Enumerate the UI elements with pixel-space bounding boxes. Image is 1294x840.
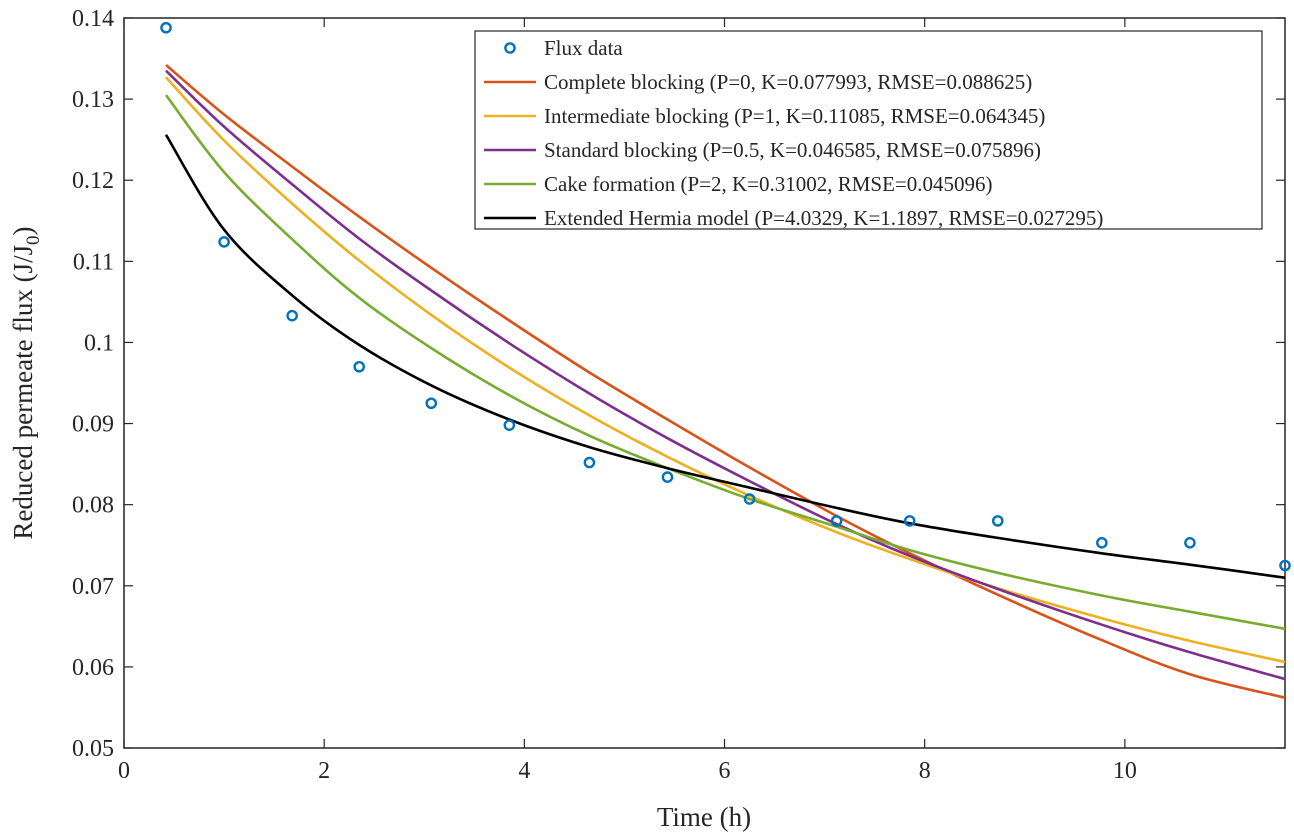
- y-tick-label: 0.14: [72, 6, 114, 32]
- y-tick-label: 0.13: [72, 87, 114, 113]
- scatter-layer: [160, 21, 1291, 572]
- x-tick-label: 6: [719, 758, 731, 784]
- x-axis-label: Time (h): [657, 802, 751, 832]
- x-tick-label: 10: [1113, 758, 1137, 784]
- x-tick-label: 0: [118, 758, 130, 784]
- y-tick-label: 0.1: [84, 330, 114, 356]
- y-axis: 0.05 0.06 0.07 0.08 0.09 0.1 0.11 0.12 0.13 0.14: [72, 6, 1285, 762]
- legend-marker-flux-data: [504, 42, 516, 54]
- series-line-0: [165, 64, 1286, 699]
- y-tick-label: 0.08: [72, 493, 114, 519]
- legend: Flux data Complete blocking (P=0, K=0.077…: [474, 30, 1263, 230]
- flux-data-point: [743, 493, 756, 505]
- y-tick-label: 0.06: [72, 655, 114, 681]
- y-tick-label: 0.12: [72, 168, 114, 194]
- legend-label: Complete blocking (P=0, K=0.077993, RMSE…: [544, 70, 1032, 94]
- y-axis-label-subscript: 0: [23, 235, 44, 245]
- y-tick-label: 0.11: [73, 249, 114, 275]
- legend-label: Flux data: [544, 36, 623, 60]
- series-line-4: [164, 134, 1286, 579]
- flux-data-point: [903, 515, 916, 527]
- legend-label: Standard blocking (P=0.5, K=0.046585, RM…: [544, 138, 1041, 162]
- x-axis: 0 2 4 6 8 10: [118, 18, 1137, 784]
- flux-data-point: [425, 397, 438, 410]
- y-axis-label-close: ): [8, 226, 38, 235]
- x-tick-label: 2: [318, 758, 330, 784]
- flux-data-point: [1096, 536, 1108, 549]
- flux-data-point: [286, 309, 298, 322]
- series-line-2: [165, 69, 1286, 681]
- flux-data-point: [991, 515, 1004, 527]
- flux-data-point: [830, 515, 843, 527]
- y-tick-label: 0.07: [72, 574, 114, 600]
- legend-label: Cake formation (P=2, K=0.31002, RMSE=0.0…: [544, 172, 993, 196]
- legend-label: Intermediate blocking (P=1, K=0.11085, R…: [544, 104, 1045, 128]
- x-tick-label: 4: [518, 758, 530, 784]
- y-axis-label-main: Reduced permeate flux (J/J: [8, 245, 38, 540]
- x-tick-label: 8: [919, 758, 931, 784]
- y-axis-label: Reduced permeate flux (J/J0): [8, 226, 44, 539]
- flux-data-point: [583, 456, 596, 469]
- flux-data-point: [160, 21, 172, 34]
- flux-data-point: [1279, 559, 1291, 572]
- flux-data-point: [353, 360, 366, 373]
- series-layer: [164, 64, 1286, 699]
- legend-label: Extended Hermia model (P=4.0329, K=1.189…: [544, 206, 1103, 230]
- flux-data-point: [661, 471, 674, 483]
- y-tick-label: 0.09: [72, 412, 114, 438]
- y-tick-label: 0.05: [72, 736, 114, 762]
- series-line-1: [165, 76, 1286, 664]
- flux-data-point: [1184, 536, 1196, 549]
- legend-box: [474, 30, 1263, 230]
- flux-data-point: [503, 419, 516, 431]
- flux-data-point: [218, 236, 230, 248]
